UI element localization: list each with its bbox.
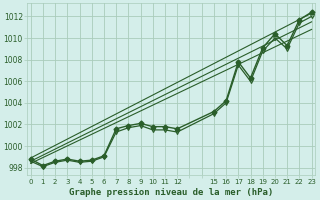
- X-axis label: Graphe pression niveau de la mer (hPa): Graphe pression niveau de la mer (hPa): [69, 188, 273, 197]
